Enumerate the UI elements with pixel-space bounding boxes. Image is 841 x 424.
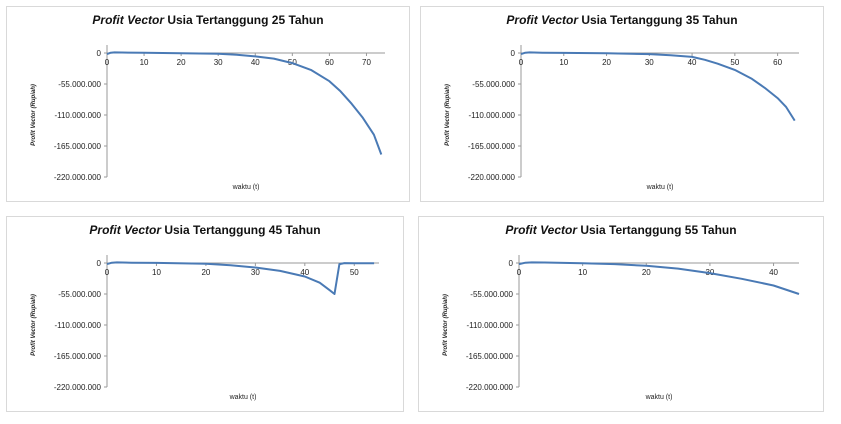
x-tick-label: 30 [645, 58, 654, 67]
x-tick-label: 20 [201, 268, 210, 277]
y-tick-label: -165.000.000 [468, 142, 516, 151]
x-tick-label: 40 [251, 58, 260, 67]
chart-panel-35: Profit Vector Usia Tertanggung 35 Tahun … [420, 6, 824, 202]
chart-title-rest: Usia Tertanggung 35 Tahun [578, 13, 738, 27]
y-tick-label: -165.000.000 [54, 142, 102, 151]
x-tick-label: 0 [517, 268, 522, 277]
profit-vector-series-line [518, 261, 800, 295]
y-tick-label: -55.000.000 [58, 290, 101, 299]
x-tick-label: 60 [325, 58, 334, 67]
chart-title: Profit Vector Usia Tertanggung 45 Tahun [7, 223, 403, 237]
y-tick-label: -110.000.000 [54, 321, 101, 330]
x-tick-label: 20 [602, 58, 611, 67]
y-tick-label: -110.000.000 [468, 111, 515, 120]
y-tick-label: -220.000.000 [54, 173, 102, 182]
x-tick-label: 30 [214, 58, 223, 67]
chart-title: Profit Vector Usia Tertanggung 25 Tahun [7, 13, 409, 27]
profit-vector-series-line [106, 51, 383, 155]
x-tick-label: 10 [578, 268, 587, 277]
chart-panel-55: Profit Vector Usia Tertanggung 55 Tahun … [418, 216, 824, 412]
x-tick-label: 10 [559, 58, 568, 67]
y-tick-label: -165.000.000 [466, 352, 514, 361]
x-tick-label: 50 [350, 268, 359, 277]
chart-title-italic: Profit Vector [506, 13, 578, 27]
x-tick-label: 20 [177, 58, 186, 67]
chart-title-italic: Profit Vector [92, 13, 164, 27]
y-tick-label: -55.000.000 [472, 80, 515, 89]
x-tick-label: 10 [140, 58, 149, 67]
x-axis-label: waktu (t) [645, 394, 673, 401]
y-tick-label: -165.000.000 [54, 352, 102, 361]
y-tick-label: 0 [511, 49, 516, 58]
x-tick-label: 0 [105, 58, 110, 67]
profit-vector-series-line [106, 261, 375, 295]
chart-title-italic: Profit Vector [505, 223, 577, 237]
chart-panel-25: Profit Vector Usia Tertanggung 25 Tahun … [6, 6, 410, 202]
y-tick-label: -220.000.000 [466, 383, 514, 392]
x-tick-label: 40 [769, 268, 778, 277]
y-axis-label: Profit Vector (Rupiah) [443, 294, 449, 356]
chart-title-italic: Profit Vector [89, 223, 161, 237]
chart-svg-55: 0 -55.000.000 -110.000.000 -165.000.000 -220… [443, 255, 800, 401]
x-tick-label: 0 [519, 58, 524, 67]
x-tick-label: 40 [688, 58, 697, 67]
x-tick-label: 50 [730, 58, 739, 67]
y-tick-label: 0 [97, 49, 102, 58]
chart-title-rest: Usia Tertanggung 55 Tahun [577, 223, 737, 237]
x-tick-label: 30 [251, 268, 260, 277]
y-tick-label: -110.000.000 [466, 321, 513, 330]
chart-title: Profit Vector Usia Tertanggung 55 Tahun [419, 223, 823, 237]
y-tick-label: -220.000.000 [468, 173, 516, 182]
x-tick-label: 20 [642, 268, 651, 277]
x-axis-label: waktu (t) [646, 184, 674, 191]
chart-svg-45: 0 -55.000.000 -110.000.000 -165.000.000 -220… [31, 255, 379, 401]
x-tick-label: 60 [773, 58, 782, 67]
x-tick-label: 0 [105, 268, 110, 277]
chart-title-rest: Usia Tertanggung 45 Tahun [161, 223, 321, 237]
y-tick-label: -55.000.000 [470, 290, 513, 299]
y-axis-label: Profit Vector (Rupiah) [31, 84, 37, 146]
x-axis-label: waktu (t) [232, 184, 260, 191]
chart-svg-25: 0 -55.000.000 -110.000.000 -165.000.000 -220… [31, 45, 385, 191]
profit-vector-series-line [520, 51, 796, 122]
y-tick-label: 0 [97, 259, 102, 268]
x-tick-label: 70 [362, 58, 371, 67]
y-tick-label: -55.000.000 [58, 80, 101, 89]
chart-svg-35: 0 -55.000.000 -110.000.000 -165.000.000 -220… [445, 45, 799, 191]
x-axis-label: waktu (t) [229, 394, 257, 401]
y-tick-label: -110.000.000 [54, 111, 101, 120]
y-axis-label: Profit Vector (Rupiah) [445, 84, 451, 146]
y-tick-label: -220.000.000 [54, 383, 102, 392]
chart-title-rest: Usia Tertanggung 25 Tahun [164, 13, 324, 27]
y-tick-label: 0 [509, 259, 514, 268]
y-axis-label: Profit Vector (Rupiah) [31, 294, 37, 356]
chart-title: Profit Vector Usia Tertanggung 35 Tahun [421, 13, 823, 27]
x-tick-label: 40 [300, 268, 309, 277]
chart-panel-45: Profit Vector Usia Tertanggung 45 Tahun … [6, 216, 404, 412]
x-tick-label: 10 [152, 268, 161, 277]
